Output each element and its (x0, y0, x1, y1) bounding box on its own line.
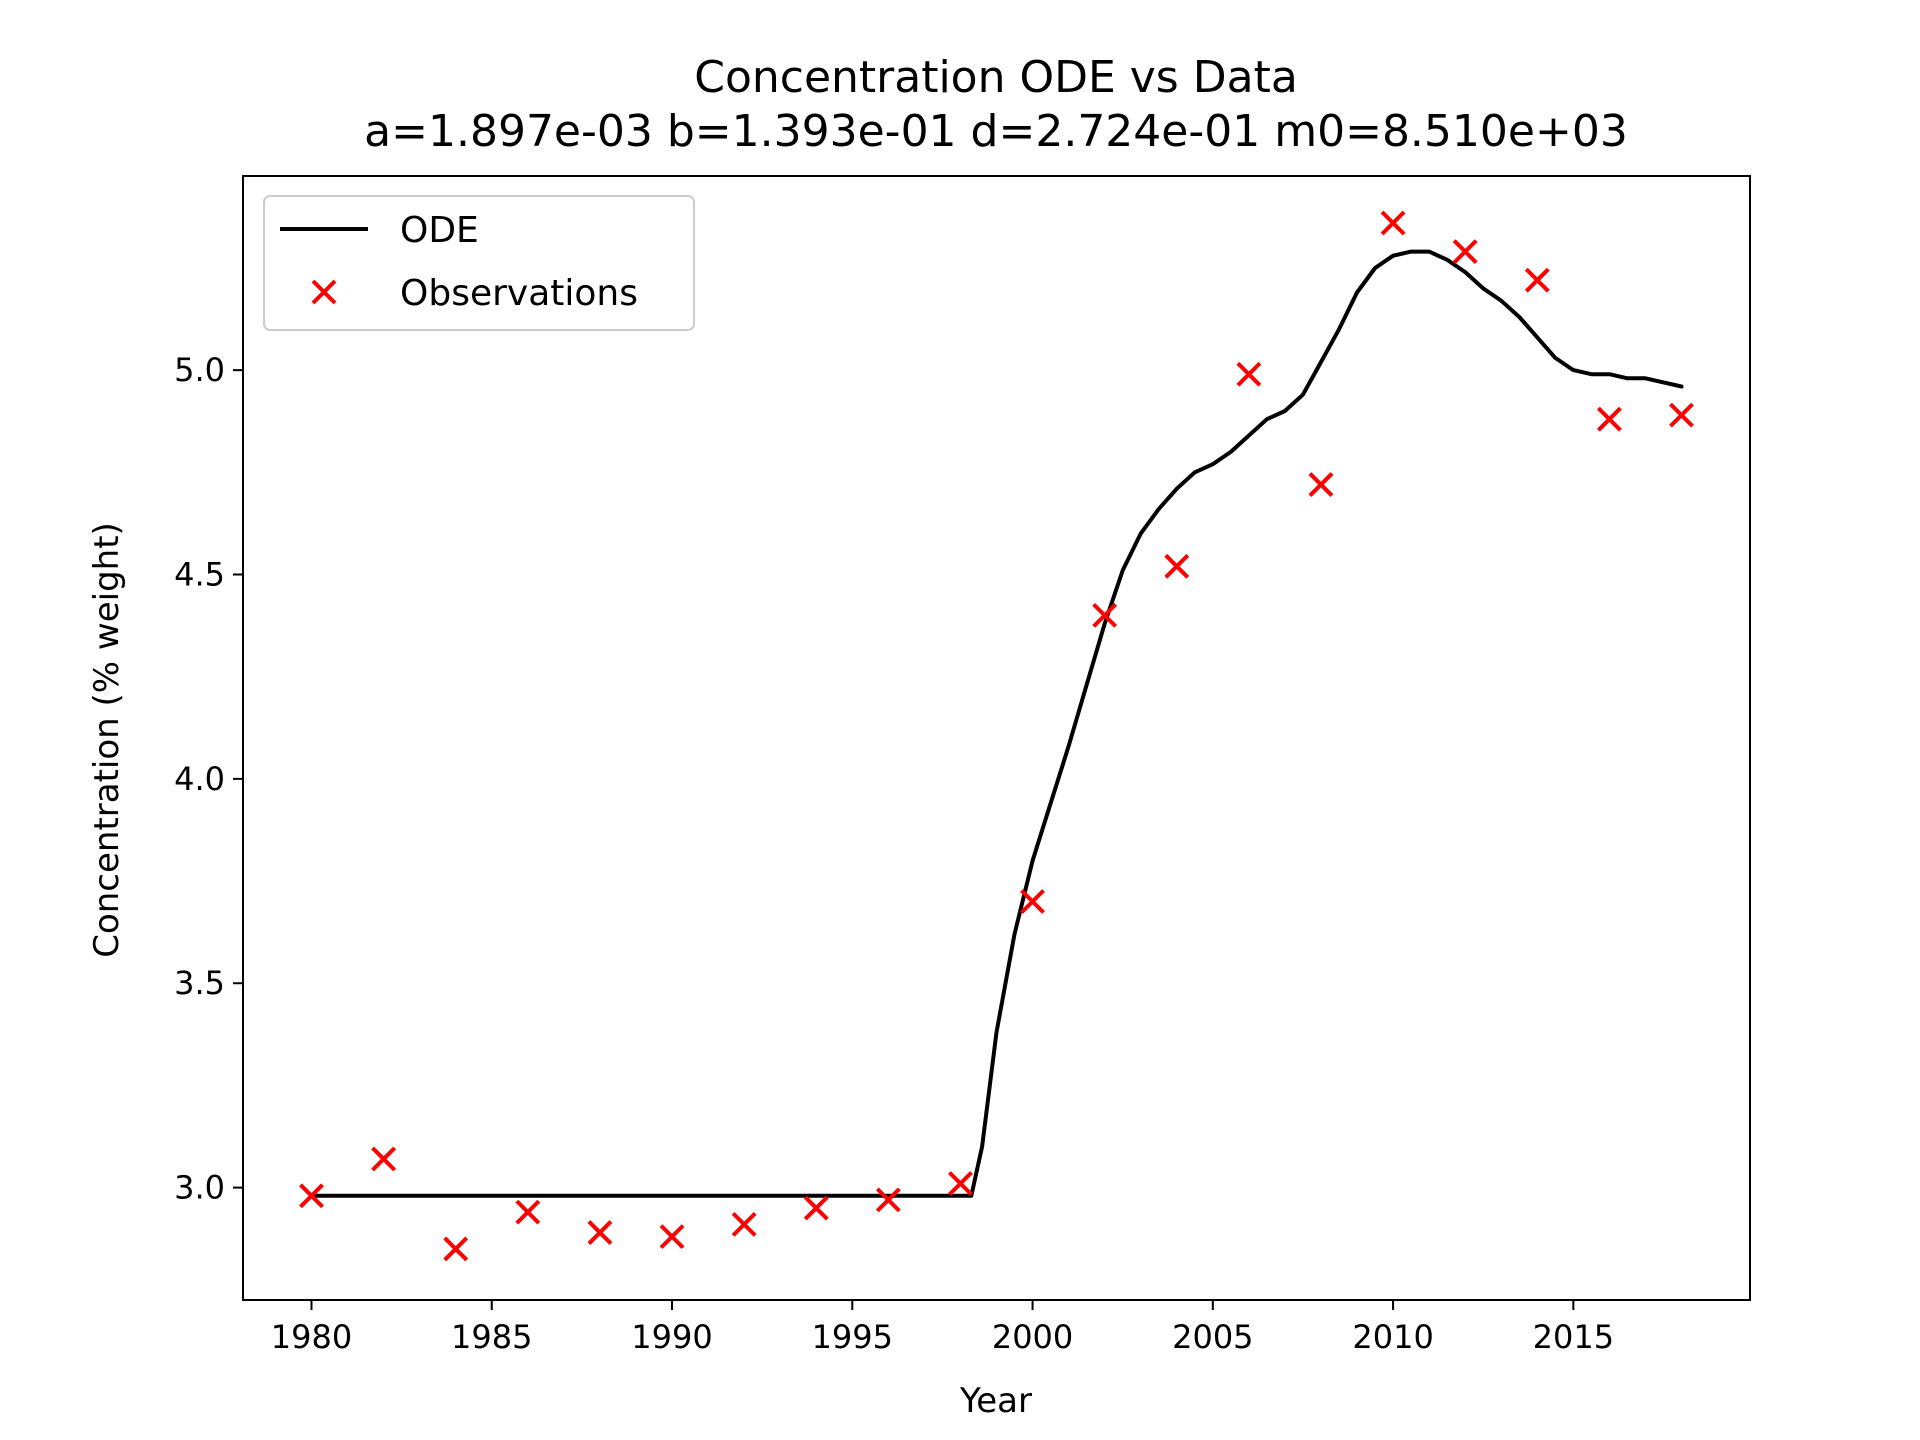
legend-ode-label: ODE (400, 210, 479, 251)
legend-observations-label: Observations (400, 273, 638, 314)
observation-point (1164, 553, 1190, 579)
y-axis-label: Concentration (% weight) (87, 522, 127, 958)
observation-point (659, 1224, 685, 1250)
observation-point (875, 1187, 901, 1213)
chart-subtitle: a=1.897e-03 b=1.393e-01 d=2.724e-01 m0=8… (364, 106, 1628, 157)
observation-point (1669, 402, 1694, 428)
y-axis: 3.0 3.5 4.0 4.5 5.0 (174, 351, 243, 1207)
observation-point (731, 1211, 757, 1237)
legend-frame (263, 195, 695, 331)
observation-point (587, 1220, 613, 1245)
observation-point (515, 1199, 541, 1225)
series-layer (299, 210, 1694, 1262)
y-tick-label: 5.0 (174, 351, 225, 389)
ode-line (309, 249, 1684, 1198)
x-tick-label: 1980 (271, 1318, 352, 1356)
x-tick-label: 1990 (631, 1318, 712, 1356)
observation-point (1380, 210, 1406, 236)
observation-point (948, 1171, 973, 1196)
chart-title: Concentration ODE vs Data (694, 52, 1298, 103)
y-tick-label: 3.0 (174, 1169, 225, 1207)
x-tick-label: 2000 (992, 1318, 1073, 1356)
observation-point (371, 1146, 397, 1172)
observation-point (1092, 602, 1118, 628)
observation-point (1452, 239, 1478, 265)
legend: ODE Observations (263, 195, 695, 331)
observation-point (1524, 267, 1550, 293)
observation-point (1020, 889, 1045, 914)
plot-frame (242, 175, 1751, 1301)
y-tick-label: 4.0 (174, 760, 225, 798)
observation-point (443, 1236, 469, 1262)
x-tick-label: 1995 (812, 1318, 893, 1356)
x-axis: 1980 1985 1990 1995 2000 2005 2010 2015 (271, 1300, 1614, 1356)
y-tick-label: 4.5 (174, 556, 225, 594)
observation-point (1308, 472, 1334, 498)
observation-point (299, 1183, 324, 1209)
x-tick-label: 1985 (451, 1318, 532, 1356)
x-tick-label: 2015 (1533, 1318, 1614, 1356)
observation-point (1236, 361, 1262, 387)
observation-point (1596, 406, 1622, 432)
x-tick-label: 2005 (1172, 1318, 1253, 1356)
y-tick-label: 3.5 (174, 964, 225, 1002)
legend-observations-marker (311, 279, 337, 305)
x-axis-label: Year (959, 1381, 1032, 1421)
plot-area (242, 175, 1751, 1301)
observation-point (803, 1195, 829, 1221)
x-tick-label: 2010 (1352, 1318, 1433, 1356)
